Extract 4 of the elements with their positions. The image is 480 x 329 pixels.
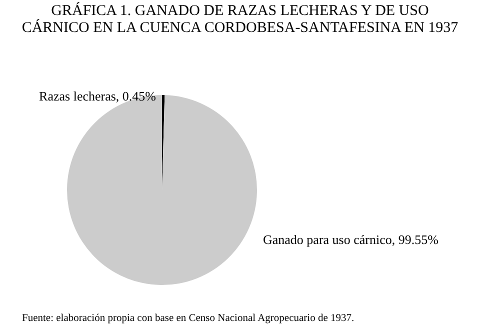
slice-label: Ganado para uso cárnico, 99.55% [263,232,439,247]
source-note: Fuente: elaboración propia con base en Censo Nacional Agropecuario de 1937. [22,313,354,324]
slice-label: Razas lecheras, 0.45% [39,88,156,104]
chart-title: GRÁFICA 1. GANADO DE RAZAS LECHERAS Y DE USO CÁRNICO EN LA CUENCA CORDOBESA-SANTAFESINA EN 1937 [20,3,460,37]
